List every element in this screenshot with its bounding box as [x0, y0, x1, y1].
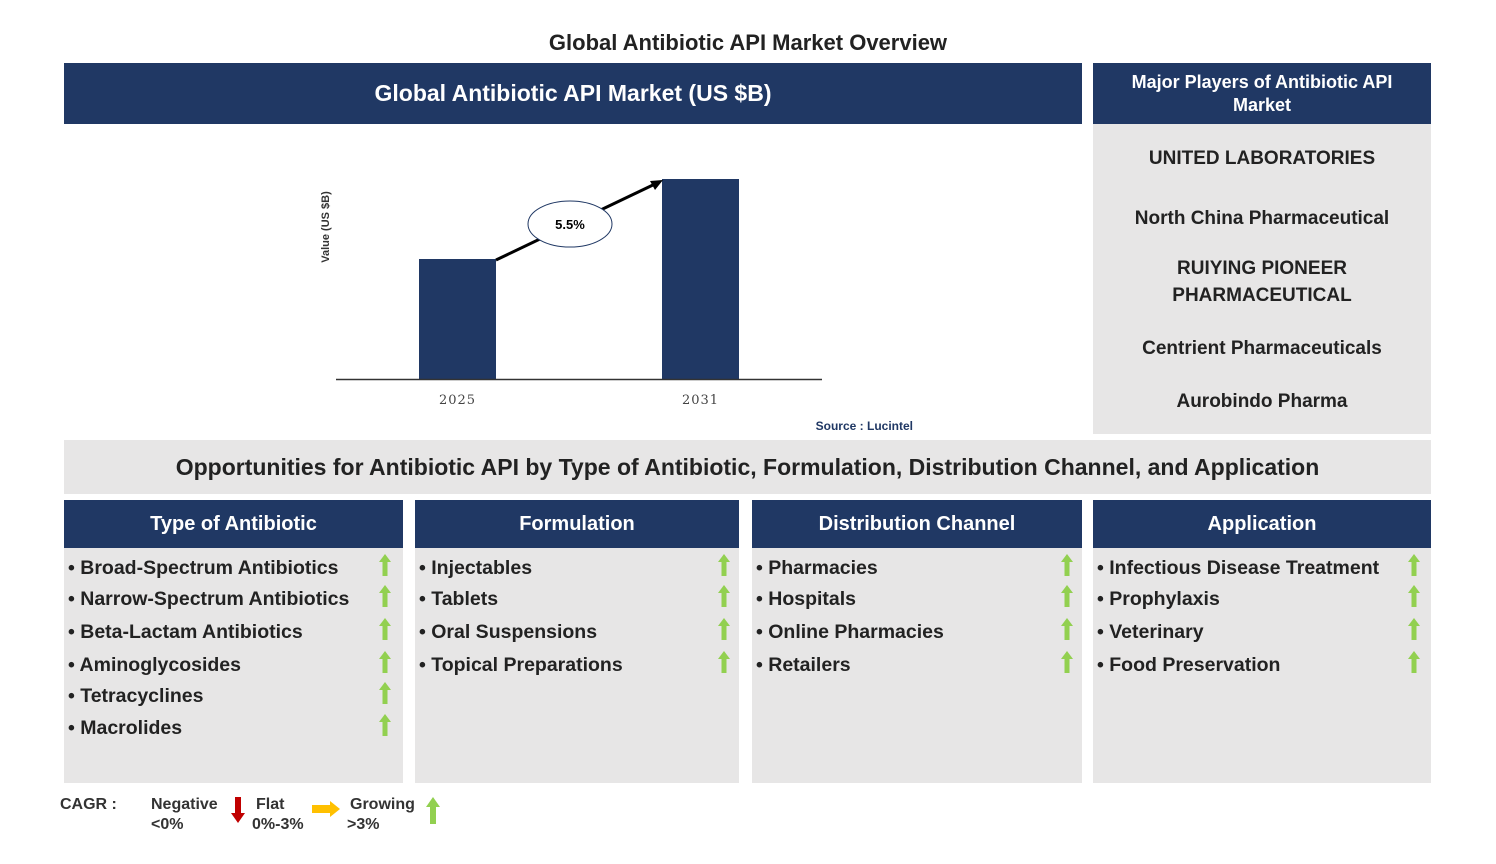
up-arrow-icon [426, 797, 440, 824]
up-arrow-icon [379, 651, 391, 673]
player-item: Centrient Pharmaceuticals [1142, 338, 1382, 359]
up-arrow-icon [1408, 554, 1420, 576]
list-item: • Infectious Disease Treatment [1097, 557, 1380, 579]
up-arrow-icon [1061, 651, 1073, 673]
up-arrow-icon [379, 618, 391, 640]
up-arrow-icon [718, 618, 730, 640]
list-item: • Beta-Lactam Antibiotics [68, 621, 303, 643]
list-item-label: Tablets [431, 588, 499, 610]
list-item: • Tetracyclines [68, 685, 204, 707]
column-header: Type of Antibiotic [64, 500, 403, 548]
list-item: • Veterinary [1097, 621, 1204, 643]
column-header: Distribution Channel [752, 500, 1082, 548]
list-item: • Pharmacies [756, 557, 878, 579]
up-arrow-icon [1061, 618, 1073, 640]
up-arrow-icon [1061, 554, 1073, 576]
players-header: Major Players of Antibiotic API Market [1093, 63, 1431, 124]
list-item-label: Aminoglycosides [79, 654, 241, 676]
list-item: • Online Pharmacies [756, 621, 944, 643]
list-item-label: Prophylaxis [1109, 588, 1220, 610]
up-arrow-icon [379, 554, 391, 576]
up-arrow-icon [718, 585, 730, 607]
list-item: • Food Preservation [1097, 654, 1281, 676]
up-arrow-icon [1408, 585, 1420, 607]
list-item: • Oral Suspensions [419, 621, 598, 643]
column-panel: • Injectables • Tablets • Oral Suspensions… [415, 548, 739, 783]
list-item-label: Food Preservation [1109, 654, 1281, 676]
list-item-label: Hospitals [768, 588, 857, 610]
legend-growing-label: Growing [350, 796, 415, 813]
legend-flat: Flat 0%-3% [252, 795, 304, 835]
list-item-label: Pharmacies [768, 557, 878, 579]
page-title: Global Antibiotic API Market Overview [548, 30, 948, 55]
list-item: • Broad-Spectrum Antibiotics [68, 557, 339, 579]
list-item: • Injectables [419, 557, 533, 579]
column-panel: • Infectious Disease Treatment • Prophyla… [1093, 548, 1431, 783]
market-header: Global Antibiotic API Market (US $B) [64, 63, 1082, 124]
list-item-label: Injectables [431, 557, 533, 579]
column-header: Formulation [415, 500, 739, 548]
source-label: Source : Lucintel [816, 419, 913, 433]
up-arrow-icon [718, 554, 730, 576]
up-arrow-icon [379, 714, 391, 736]
list-item-label: Tetracyclines [80, 685, 204, 707]
legend-negative-label: Negative [151, 796, 218, 813]
y-axis-label: Value (US $B) [320, 191, 332, 263]
legend-growing: Growing >3% [347, 795, 415, 835]
list-item: • Topical Preparations [419, 654, 623, 676]
legend-growing-range: >3% [347, 816, 380, 833]
list-item: • Tablets [419, 588, 499, 610]
up-arrow-icon [1408, 618, 1420, 640]
list-item: • Aminoglycosides [68, 654, 241, 676]
up-arrow-icon [1061, 585, 1073, 607]
list-item: • Macrolides [68, 717, 183, 739]
list-item-label: Oral Suspensions [431, 621, 598, 643]
cagr-label: 5.5% [555, 217, 585, 232]
column-header: Application [1093, 500, 1431, 548]
list-item: • Retailers [756, 654, 851, 676]
legend-negative-range: <0% [151, 816, 184, 833]
bar-2031 [662, 179, 739, 379]
x-tick-label: 2031 [682, 393, 719, 408]
list-item: • Prophylaxis [1097, 588, 1220, 610]
bar-2025 [419, 259, 496, 379]
players-panel: UNITED LABORATORIES North China Pharmace… [1093, 124, 1431, 434]
right-arrow-icon [312, 801, 340, 817]
player-item: Aurobindo Pharma [1176, 391, 1348, 412]
column-panel: • Pharmacies • Hospitals • Online Pharmaci… [752, 548, 1082, 783]
bar-chart: Value (US $B) 2025 2031 5.5% Source : Luc… [320, 179, 913, 433]
up-arrow-icon [379, 585, 391, 607]
up-arrow-icon [379, 682, 391, 704]
down-arrow-icon [231, 797, 245, 823]
legend-flat-label: Flat [256, 796, 285, 813]
list-item-label: Topical Preparations [431, 654, 623, 676]
list-item-label: Retailers [768, 654, 851, 676]
opportunities-header: Opportunities for Antibiotic API by Type… [64, 440, 1431, 494]
legend-flat-range: 0%-3% [252, 816, 304, 833]
list-item-label: Beta-Lactam Antibiotics [80, 621, 303, 643]
cagr-bubble [527, 200, 613, 248]
list-item-label: Narrow-Spectrum Antibiotics [80, 588, 350, 610]
list-item-label: Infectious Disease Treatment [1109, 557, 1380, 579]
up-arrow-icon [718, 651, 730, 673]
column-panel: • Broad-Spectrum Antibiotics • Narrow-Spe… [64, 548, 403, 783]
list-item-label: Macrolides [80, 717, 183, 739]
list-item-label: Veterinary [1109, 621, 1204, 643]
player-item: UNITED LABORATORIES [1148, 148, 1376, 169]
legend-negative: Negative <0% [151, 795, 218, 835]
player-item: RUIYING PIONEER PHARMACEUTICAL [1172, 258, 1352, 306]
up-arrow-icon [1408, 651, 1420, 673]
legend-label: CAGR : [60, 796, 117, 813]
list-item-label: Broad-Spectrum Antibiotics [80, 557, 339, 579]
x-tick-label: 2025 [439, 393, 476, 408]
list-item: • Hospitals [756, 588, 857, 610]
growth-arrowhead [650, 180, 663, 190]
list-item-label: Online Pharmacies [768, 621, 944, 643]
player-item: North China Pharmaceutical [1134, 208, 1390, 229]
list-item: • Narrow-Spectrum Antibiotics [68, 588, 350, 610]
